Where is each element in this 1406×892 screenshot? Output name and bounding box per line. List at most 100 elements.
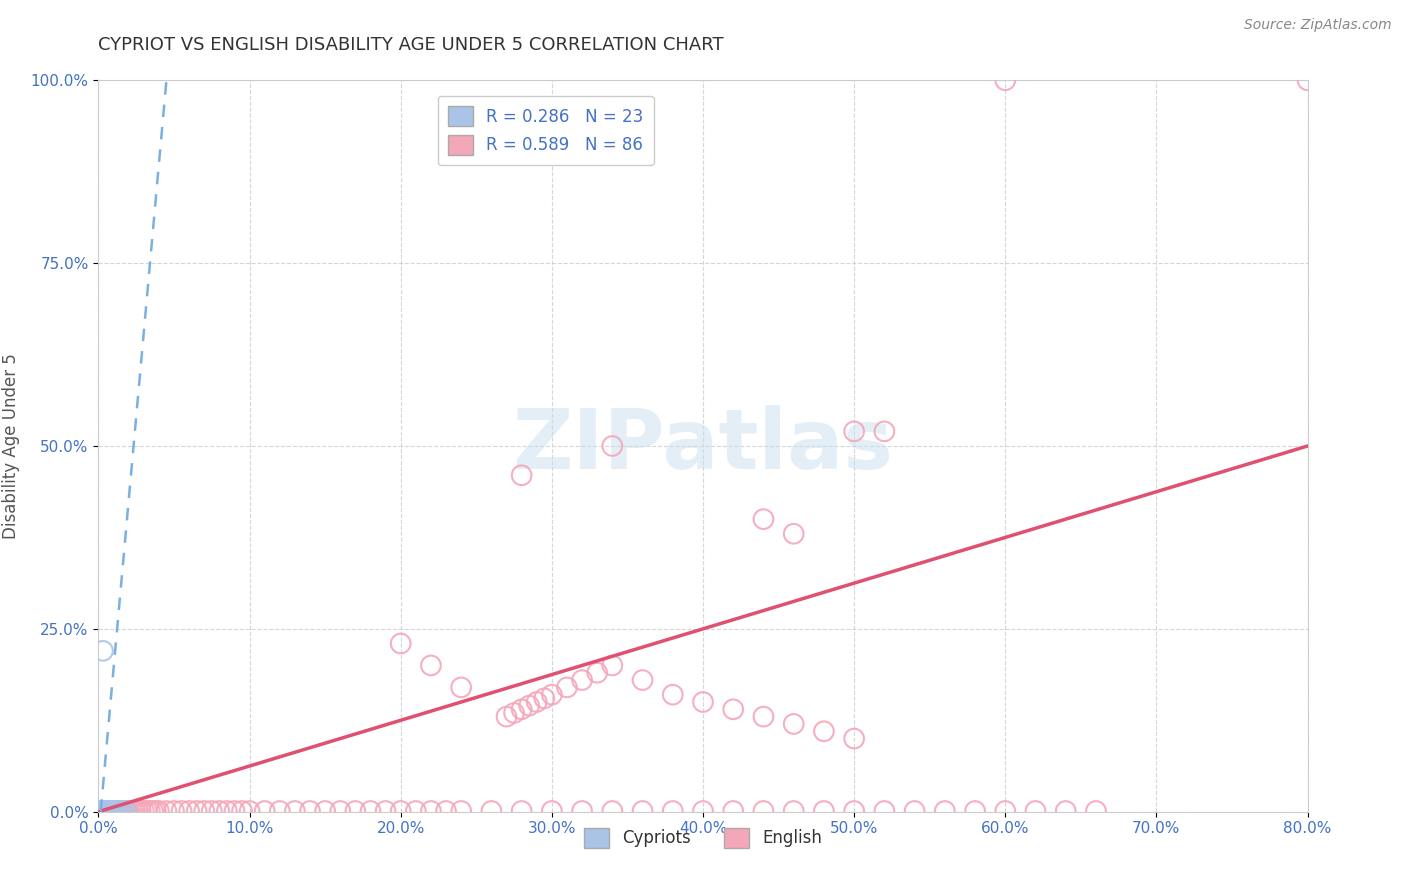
Text: CYPRIOT VS ENGLISH DISABILITY AGE UNDER 5 CORRELATION CHART: CYPRIOT VS ENGLISH DISABILITY AGE UNDER … [98,36,724,54]
Point [571,804,593,818]
Point [360,804,382,818]
Point [692,695,714,709]
Point [91,804,114,818]
Point [1085,804,1108,818]
Point [208,804,231,818]
Point [100,804,122,818]
Point [503,706,526,720]
Point [90,804,112,818]
Point [661,688,683,702]
Point [121,804,143,818]
Point [389,804,412,818]
Point [97,804,120,818]
Point [124,804,146,818]
Point [108,804,131,818]
Point [450,681,472,695]
Point [104,804,127,818]
Point [1296,73,1319,87]
Point [540,804,562,818]
Point [101,804,124,818]
Point [329,804,352,818]
Point [112,804,135,818]
Point [90,804,112,818]
Point [434,804,457,818]
Point [571,673,593,687]
Point [844,731,866,746]
Point [135,804,157,818]
Text: Source: ZipAtlas.com: Source: ZipAtlas.com [1244,18,1392,32]
Point [114,804,136,818]
Point [93,804,115,818]
Point [91,804,114,818]
Point [631,804,654,818]
Point [965,804,987,818]
Point [420,658,443,673]
Point [193,804,215,818]
Point [934,804,956,818]
Point [100,804,122,818]
Point [374,804,396,818]
Point [314,804,336,818]
Point [994,804,1017,818]
Point [111,804,134,818]
Point [495,709,517,723]
Point [239,804,262,818]
Point [114,804,136,818]
Point [105,804,128,818]
Point [145,804,167,818]
Point [155,804,177,818]
Point [179,804,201,818]
Point [111,804,134,818]
Point [94,804,117,818]
Point [94,804,117,818]
Point [93,804,115,818]
Point [284,804,307,818]
Point [96,804,118,818]
Point [132,804,155,818]
Point [129,804,152,818]
Point [93,804,115,818]
Point [873,804,896,818]
Point [844,425,866,439]
Point [692,804,714,818]
Point [115,804,138,818]
Point [752,512,775,526]
Legend: Cypriots, English: Cypriots, English [576,821,830,855]
Point [96,804,118,818]
Point [602,804,624,818]
Point [105,804,128,818]
Point [142,804,165,818]
Point [661,804,683,818]
Point [1024,804,1046,818]
Point [186,804,208,818]
Point [752,804,775,818]
Point [101,804,124,818]
Point [98,804,121,818]
Point [139,804,162,818]
Point [170,804,193,818]
Point [104,804,127,818]
Point [201,804,224,818]
Point [631,673,654,687]
Point [813,804,835,818]
Point [148,804,170,818]
Point [783,804,806,818]
Point [510,702,533,716]
Point [231,804,253,818]
Point [526,695,548,709]
Point [405,804,427,818]
Point [723,804,745,818]
Point [110,804,132,818]
Point [873,425,896,439]
Point [904,804,927,818]
Point [107,804,129,818]
Point [510,804,533,818]
Point [420,804,443,818]
Point [389,636,412,650]
Text: ZIPatlas: ZIPatlas [513,406,893,486]
Point [91,804,114,818]
Point [253,804,276,818]
Point [540,688,562,702]
Point [510,468,533,483]
Point [586,665,609,680]
